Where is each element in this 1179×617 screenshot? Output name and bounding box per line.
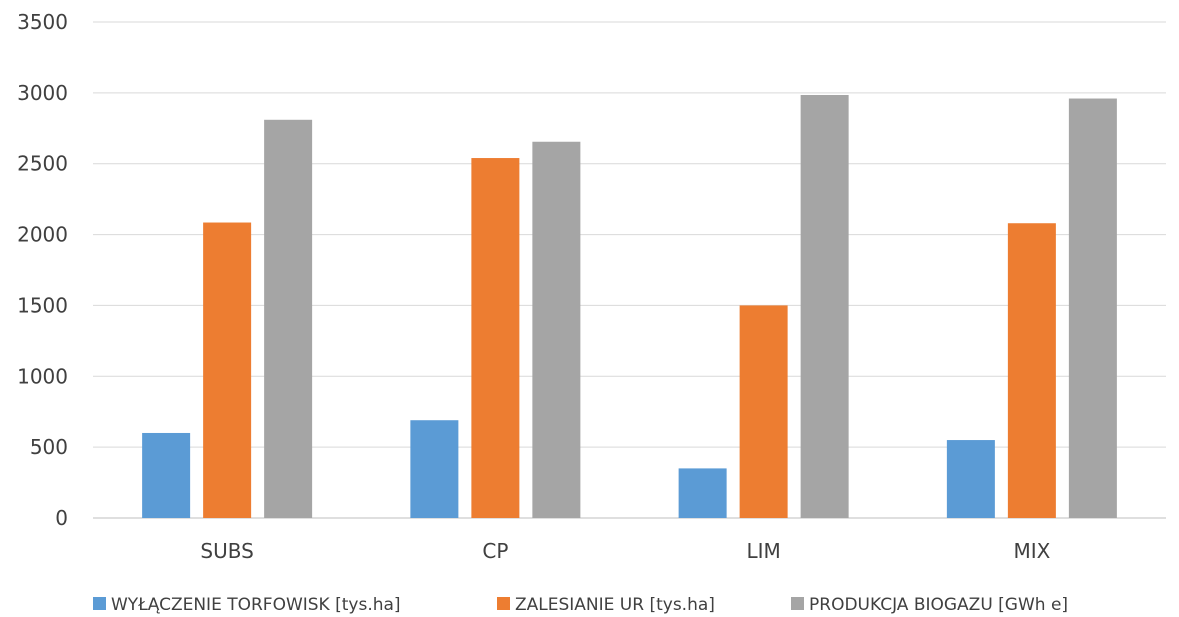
bar-subs-series-2	[203, 222, 252, 519]
y-tick-label: 1500	[17, 293, 68, 317]
bar-cp-series-3	[532, 141, 581, 518]
bar-subs-series-3	[264, 119, 313, 518]
legend-swatch	[791, 597, 804, 610]
bar-lim-series-1	[678, 468, 727, 518]
bar-mix-series-3	[1068, 98, 1117, 519]
bar-cp-series-1	[410, 420, 459, 518]
y-tick-label: 0	[55, 506, 68, 530]
y-tick-label: 1000	[17, 364, 68, 388]
bar-lim-series-2	[739, 305, 788, 518]
legend-label: WYŁĄCZENIE TORFOWISK [tys.ha]	[111, 595, 401, 615]
x-tick-label: MIX	[1013, 539, 1050, 563]
x-axis-ticks: SUBS CP LIM MIX	[200, 539, 1050, 563]
bars	[142, 94, 1117, 519]
bar-subs-series-1	[142, 432, 191, 518]
legend: WYŁĄCZENIE TORFOWISK [tys.ha] ZALESIANIE …	[93, 595, 1068, 615]
y-tick-label: 500	[30, 435, 68, 459]
legend-label: PRODUKCJA BIOGAZU [GWh e]	[809, 595, 1068, 615]
y-tick-label: 2500	[17, 152, 68, 176]
bar-cp-series-2	[471, 158, 520, 518]
legend-swatch	[93, 597, 106, 610]
bar-mix-series-1	[946, 440, 995, 518]
y-tick-label: 3000	[17, 81, 68, 105]
gridlines	[93, 21, 1166, 519]
bar-mix-series-2	[1007, 223, 1056, 518]
bar-lim-series-3	[800, 94, 849, 519]
y-axis-ticks: 0 500 1000 1500 2000 2500 3000 3500	[17, 10, 68, 530]
x-tick-label: SUBS	[200, 539, 253, 563]
y-tick-label: 3500	[17, 10, 68, 34]
x-tick-label: LIM	[746, 539, 780, 563]
y-tick-label: 2000	[17, 223, 68, 247]
legend-label: ZALESIANIE UR [tys.ha]	[515, 595, 715, 615]
legend-swatch	[497, 597, 510, 610]
x-tick-label: CP	[482, 539, 508, 563]
